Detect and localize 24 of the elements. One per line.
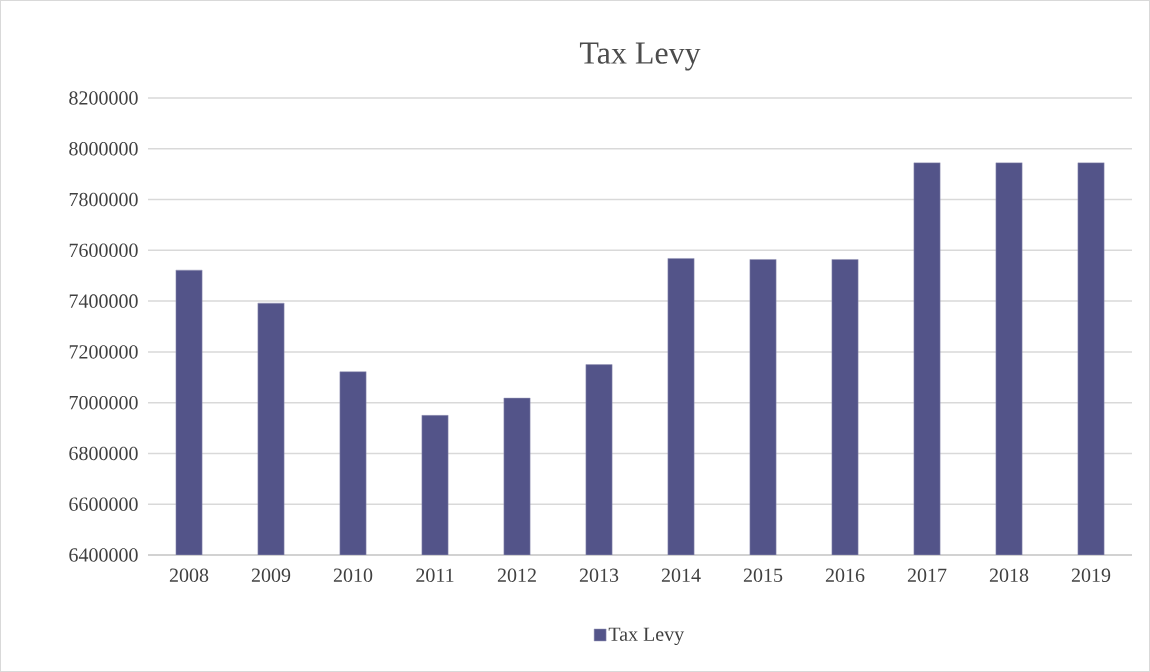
y-tick-label: 7600000 xyxy=(69,243,138,258)
y-tick-label: 8000000 xyxy=(69,142,138,156)
x-tick-label: 2016 xyxy=(825,568,865,583)
chart-title: Tax Levy xyxy=(579,42,701,71)
x-tick-label: 2017 xyxy=(907,568,947,583)
x-tick-label: 2013 xyxy=(579,568,619,583)
x-tick-label: 2015 xyxy=(743,568,783,583)
legend-label: Tax Levy xyxy=(608,627,685,646)
y-tick-label: 7800000 xyxy=(69,192,138,207)
x-tick-label: 2012 xyxy=(497,568,536,583)
x-tick-label: 2019 xyxy=(1071,568,1111,583)
x-tick-label: 2010 xyxy=(333,568,373,583)
y-tick-label: 6800000 xyxy=(69,446,138,461)
y-tick-label: 7200000 xyxy=(69,345,138,359)
x-tick-label: 2011 xyxy=(416,568,454,583)
y-tick-label: 6600000 xyxy=(69,497,138,511)
x-tick-label: 2008 xyxy=(169,568,209,583)
y-tick-label: 7400000 xyxy=(69,294,138,308)
y-tick-label: 8200000 xyxy=(69,91,138,105)
y-tick-label: 7000000 xyxy=(69,395,138,410)
y-tick-label: 6400000 xyxy=(69,548,138,562)
x-tick-label: 2009 xyxy=(251,568,291,583)
x-tick-label: 2018 xyxy=(989,568,1029,583)
x-tick-label: 2014 xyxy=(661,568,701,583)
